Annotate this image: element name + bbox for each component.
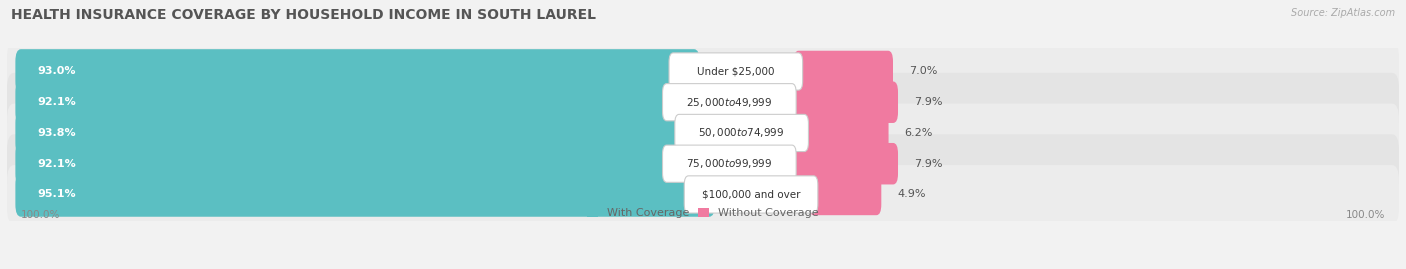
FancyBboxPatch shape (7, 104, 1399, 162)
FancyBboxPatch shape (15, 49, 700, 94)
FancyBboxPatch shape (669, 53, 803, 90)
FancyBboxPatch shape (7, 42, 1399, 101)
FancyBboxPatch shape (662, 145, 796, 182)
Text: $50,000 to $74,999: $50,000 to $74,999 (699, 126, 785, 139)
Text: 93.8%: 93.8% (38, 128, 76, 138)
Text: 95.1%: 95.1% (38, 189, 76, 199)
FancyBboxPatch shape (787, 82, 898, 123)
Text: Source: ZipAtlas.com: Source: ZipAtlas.com (1291, 8, 1395, 18)
Text: 100.0%: 100.0% (21, 210, 60, 220)
FancyBboxPatch shape (7, 134, 1399, 193)
FancyBboxPatch shape (808, 174, 882, 215)
Text: 7.9%: 7.9% (914, 159, 942, 169)
Text: $75,000 to $99,999: $75,000 to $99,999 (686, 157, 772, 170)
Text: HEALTH INSURANCE COVERAGE BY HOUSEHOLD INCOME IN SOUTH LAUREL: HEALTH INSURANCE COVERAGE BY HOUSEHOLD I… (11, 8, 596, 22)
Text: 4.9%: 4.9% (897, 189, 925, 199)
FancyBboxPatch shape (7, 165, 1399, 224)
Text: 100.0%: 100.0% (1346, 210, 1385, 220)
Text: 93.0%: 93.0% (38, 66, 76, 76)
Text: 92.1%: 92.1% (38, 159, 76, 169)
Text: $100,000 and over: $100,000 and over (702, 189, 800, 199)
Text: 7.9%: 7.9% (914, 97, 942, 107)
FancyBboxPatch shape (793, 51, 893, 92)
FancyBboxPatch shape (15, 172, 714, 217)
Legend: With Coverage, Without Coverage: With Coverage, Without Coverage (588, 208, 818, 218)
FancyBboxPatch shape (800, 112, 889, 154)
FancyBboxPatch shape (662, 84, 796, 121)
Text: $25,000 to $49,999: $25,000 to $49,999 (686, 96, 772, 109)
FancyBboxPatch shape (15, 80, 693, 125)
FancyBboxPatch shape (787, 143, 898, 185)
Text: Under $25,000: Under $25,000 (697, 66, 775, 76)
FancyBboxPatch shape (15, 141, 693, 186)
Text: 92.1%: 92.1% (38, 97, 76, 107)
Text: 7.0%: 7.0% (910, 66, 938, 76)
FancyBboxPatch shape (15, 111, 706, 155)
FancyBboxPatch shape (7, 73, 1399, 132)
FancyBboxPatch shape (675, 114, 808, 151)
FancyBboxPatch shape (685, 176, 818, 213)
Text: 6.2%: 6.2% (904, 128, 934, 138)
